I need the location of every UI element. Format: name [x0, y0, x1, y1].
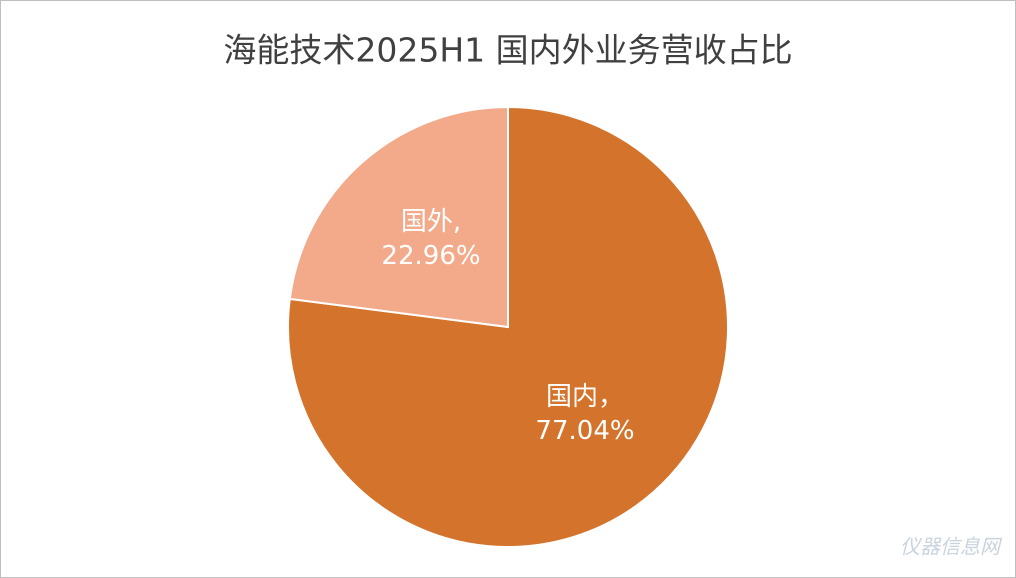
- slice-category-label: 国内，: [546, 382, 624, 412]
- slice-value-label: 77.04%: [535, 416, 634, 446]
- pie-slice: [288, 105, 509, 329]
- slice-value-label: 22.96%: [381, 241, 480, 271]
- watermark: 仪器信息网: [900, 535, 1003, 559]
- slice-category-label: 国外,: [401, 207, 461, 237]
- chart-title: 海能技术2025H1 国内外业务营收占比: [223, 31, 792, 70]
